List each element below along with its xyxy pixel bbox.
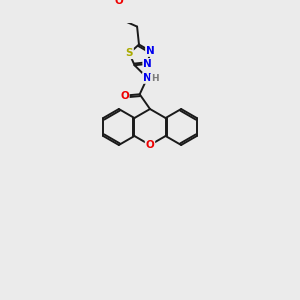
Text: O: O <box>146 140 154 150</box>
Text: H: H <box>151 74 158 83</box>
Text: N: N <box>143 73 152 83</box>
Text: O: O <box>120 91 129 100</box>
Text: N: N <box>146 46 155 56</box>
Text: N: N <box>143 59 152 69</box>
Text: O: O <box>114 0 123 6</box>
Text: S: S <box>125 48 133 58</box>
